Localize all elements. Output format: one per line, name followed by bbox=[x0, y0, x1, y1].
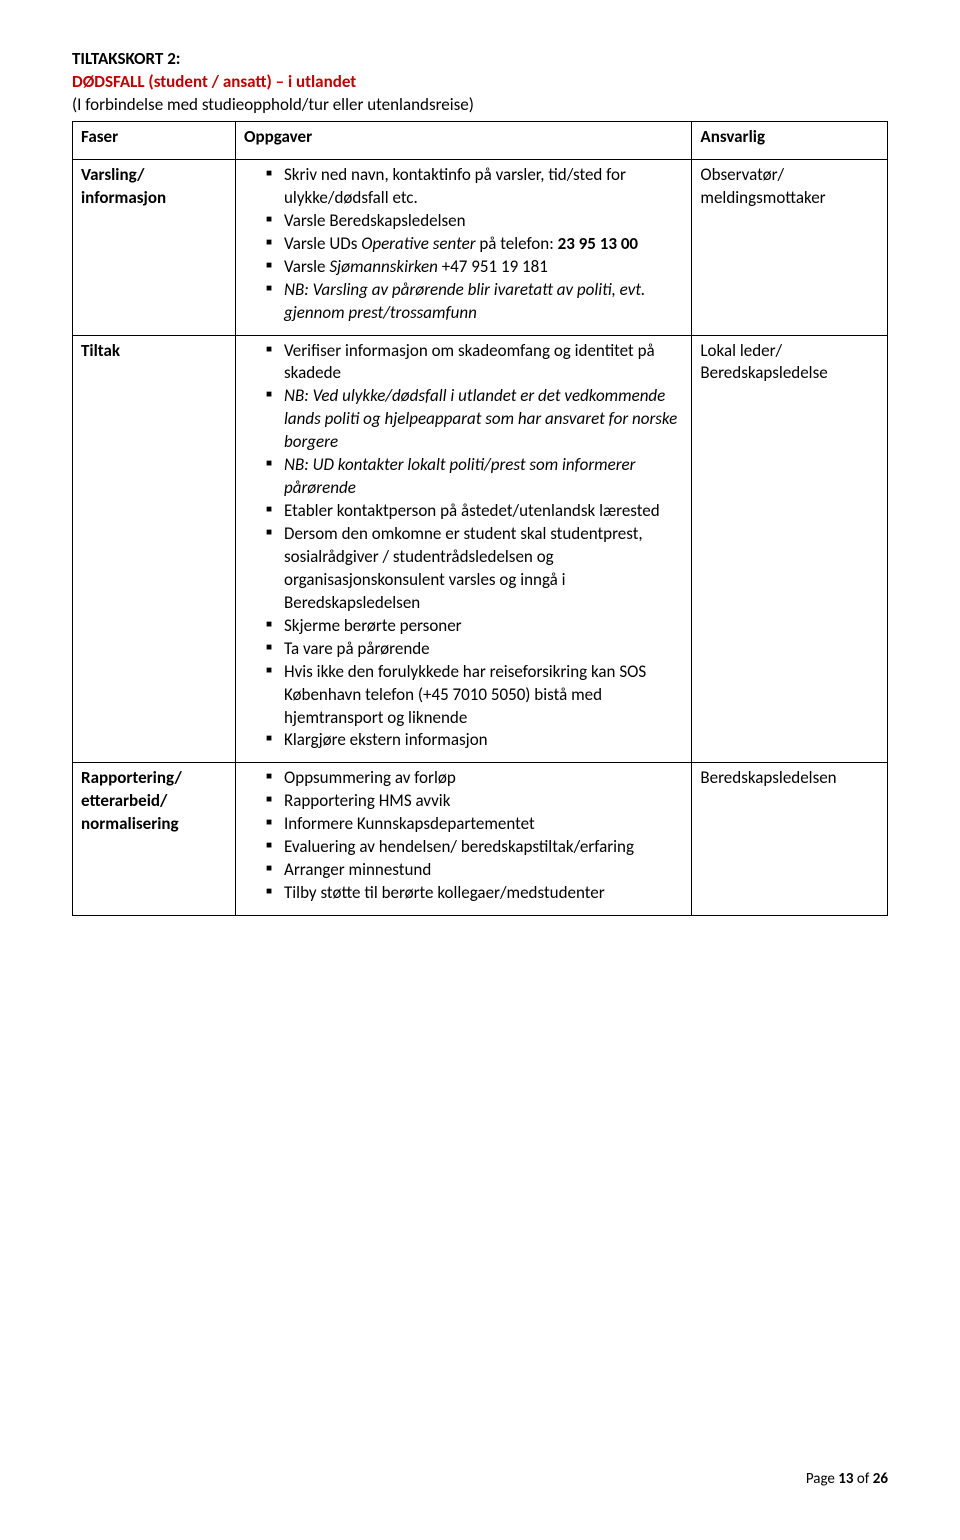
doc-title-2: DØDSFALL (student / ansatt) – i utlandet bbox=[72, 71, 888, 92]
doc-title-3: (I forbindelse med studieopphold/tur ell… bbox=[72, 94, 888, 115]
footer-prefix: Page bbox=[806, 1470, 838, 1488]
table-row: Tiltak Verifiser informasjon om skadeomf… bbox=[73, 335, 888, 763]
phase-label: Varsling/ bbox=[81, 164, 144, 185]
bullet-item: Informere Kunnskapsdepartementet bbox=[266, 813, 683, 836]
responsible-text: meldingsmottaker bbox=[700, 187, 825, 208]
table-row: Varsling/ informasjon Skriv ned navn, ko… bbox=[73, 159, 888, 335]
phase-label: etterarbeid/ bbox=[81, 790, 167, 811]
bullet-item: Ta vare på pårørende bbox=[266, 638, 683, 661]
tasks-cell: Oppsummering av forløpRapportering HMS a… bbox=[236, 763, 692, 916]
tasks-cell: Verifiser informasjon om skadeomfang og … bbox=[236, 335, 692, 763]
responsible-cell: Lokal leder/ Beredskapsledelse bbox=[692, 335, 888, 763]
footer-suffix: of bbox=[854, 1470, 873, 1488]
footer-page-total: 26 bbox=[873, 1470, 888, 1488]
bullet-item: Arranger minnestund bbox=[266, 859, 683, 882]
bullet-item: Evaluering av hendelsen/ beredskapstilta… bbox=[266, 836, 683, 859]
responsible-cell: Observatør/ meldingsmottaker bbox=[692, 159, 888, 335]
col-header-oppgaver: Oppgaver bbox=[236, 122, 692, 160]
bullet-item: Varsle Sjømannskirken +47 951 19 181 bbox=[266, 256, 683, 279]
phase-cell: Rapportering/ etterarbeid/ normalisering bbox=[73, 763, 236, 916]
phase-label: normalisering bbox=[81, 813, 179, 834]
phase-cell: Varsling/ informasjon bbox=[73, 159, 236, 335]
table-row: Rapportering/ etterarbeid/ normalisering… bbox=[73, 763, 888, 916]
bullet-item: NB: Varsling av pårørende blir ivaretatt… bbox=[266, 279, 683, 325]
responsible-text: Observatør/ bbox=[700, 164, 784, 185]
bullet-item: Rapportering HMS avvik bbox=[266, 790, 683, 813]
bullet-item: Varsle Beredskapsledelsen bbox=[266, 210, 683, 233]
bullet-item: Verifiser informasjon om skadeomfang og … bbox=[266, 340, 683, 386]
col-header-ansvarlig: Ansvarlig bbox=[692, 122, 888, 160]
doc-title-1: TILTAKSKORT 2: bbox=[72, 48, 888, 69]
tiltak-table: Faser Oppgaver Ansvarlig Varsling/ infor… bbox=[72, 121, 888, 916]
responsible-text: Beredskapsledelsen bbox=[700, 767, 836, 788]
bullet-item: Etabler kontaktperson på åstedet/utenlan… bbox=[266, 500, 683, 523]
phase-cell: Tiltak bbox=[73, 335, 236, 763]
bullet-item: Klargjøre ekstern informasjon bbox=[266, 729, 683, 752]
bullet-item: Hvis ikke den forulykkede har reiseforsi… bbox=[266, 661, 683, 730]
bullet-item: Skriv ned navn, kontaktinfo på varsler, … bbox=[266, 164, 683, 210]
bullet-item: Oppsummering av forløp bbox=[266, 767, 683, 790]
phase-label: Tiltak bbox=[81, 340, 120, 361]
page-footer: Page 13 of 26 bbox=[806, 1470, 888, 1488]
responsible-cell: Beredskapsledelsen bbox=[692, 763, 888, 916]
footer-page-num: 13 bbox=[838, 1470, 853, 1488]
phase-label: informasjon bbox=[81, 187, 166, 208]
phase-label: Rapportering/ bbox=[81, 767, 182, 788]
bullet-item: Skjerme berørte personer bbox=[266, 615, 683, 638]
responsible-text: Beredskapsledelse bbox=[700, 362, 827, 383]
tasks-cell: Skriv ned navn, kontaktinfo på varsler, … bbox=[236, 159, 692, 335]
responsible-text: Lokal leder/ bbox=[700, 340, 782, 361]
bullet-item: NB: UD kontakter lokalt politi/prest som… bbox=[266, 454, 683, 500]
bullet-item: Dersom den omkomne er student skal stude… bbox=[266, 523, 683, 615]
bullet-item: Tilby støtte til berørte kollegaer/medst… bbox=[266, 882, 683, 905]
col-header-faser: Faser bbox=[73, 122, 236, 160]
bullet-item: NB: Ved ulykke/dødsfall i utlandet er de… bbox=[266, 385, 683, 454]
bullet-item: Varsle UDs Operative senter på telefon: … bbox=[266, 233, 683, 256]
